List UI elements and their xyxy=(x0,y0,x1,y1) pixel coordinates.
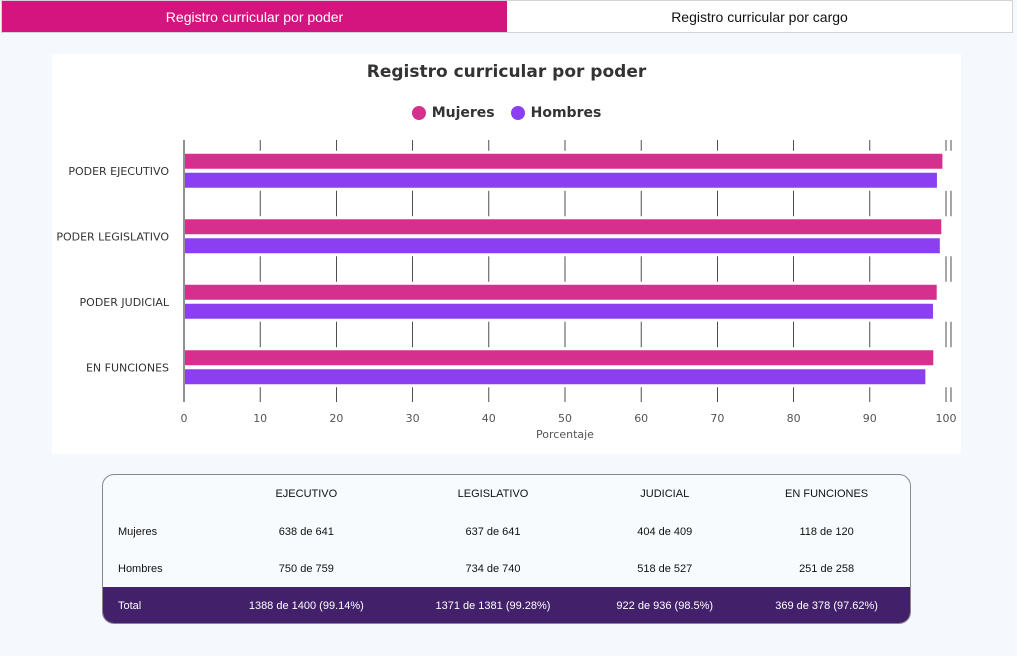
table-cell: 518 de 527 xyxy=(637,562,693,575)
table-header-legislativo: LEGISLATIVO xyxy=(457,488,529,500)
chart-title: Registro curricular por poder xyxy=(366,62,647,82)
x-axis-label: Porcentaje xyxy=(536,428,594,441)
table-cell: 637 de 641 xyxy=(465,525,521,538)
table-cell: 1388 de 1400 (99.14%) xyxy=(213,587,400,623)
x-tick-label: 40 xyxy=(482,412,496,425)
summary-table: EJECUTIVO LEGISLATIVO JUDICIAL EN FUNCIO… xyxy=(103,475,910,623)
table-cell: 1371 de 1381 (99.28%) xyxy=(399,587,587,623)
bar-mujeres xyxy=(185,153,943,169)
x-tick-label: 70 xyxy=(710,412,724,425)
legend-dot-mujeres-icon xyxy=(411,106,426,120)
table-cell: 750 de 759 xyxy=(278,562,334,575)
legend-dot-hombres-icon xyxy=(510,106,525,120)
category-label: PODER JUDICIAL xyxy=(80,296,170,309)
x-tick-label: 10 xyxy=(253,412,267,425)
table-header-ejecutivo: EJECUTIVO xyxy=(275,488,338,500)
bar-hombres xyxy=(185,238,940,254)
legend-item-mujeres[interactable]: Mujeres xyxy=(411,105,495,121)
table-cell: 118 de 120 xyxy=(799,525,854,538)
x-tick-label: 50 xyxy=(558,412,572,425)
bar-hombres xyxy=(185,369,926,385)
tab-registro-por-poder[interactable]: Registro curricular por poder xyxy=(2,1,507,32)
x-tick-label: 90 xyxy=(863,412,877,425)
table-header-en-funciones: EN FUNCIONES xyxy=(785,488,869,500)
x-tick-label: 0 xyxy=(181,412,188,425)
bar-chart: PODER EJECUTIVO PODER LEGISLATIVO PODER JU… xyxy=(56,140,957,441)
table-row: Hombres 750 de 759 734 de 740 518 de 527… xyxy=(103,550,910,587)
chart-card: PODER EJECUTIVO PODER LEGISLATIVO PODER JU… xyxy=(52,54,961,454)
bar-hombres xyxy=(185,172,937,188)
bar-hombres xyxy=(185,303,933,319)
table-header-row: EJECUTIVO LEGISLATIVO JUDICIAL EN FUNCIO… xyxy=(103,475,910,513)
bar-mujeres xyxy=(185,350,934,366)
x-tick-label: 80 xyxy=(787,412,801,425)
x-tick-label: 20 xyxy=(329,412,343,425)
chart-legend: Mujeres Hombres xyxy=(52,105,961,121)
row-label-total: Total xyxy=(103,587,213,623)
x-tick-label: 60 xyxy=(634,412,648,425)
table-cell: 734 de 740 xyxy=(465,562,521,575)
bar-mujeres xyxy=(185,284,937,300)
row-label-mujeres: Mujeres xyxy=(118,525,158,538)
table-cell: 404 de 409 xyxy=(637,525,693,538)
table-cell: 251 de 258 xyxy=(799,562,855,575)
summary-table-card: EJECUTIVO LEGISLATIVO JUDICIAL EN FUNCIO… xyxy=(102,474,911,624)
table-row-total: Total 1388 de 1400 (99.14%) 1371 de 1381… xyxy=(103,587,910,623)
row-label-hombres: Hombres xyxy=(118,562,163,575)
table-header-empty xyxy=(103,475,213,513)
table-cell: 369 de 378 (97.62%) xyxy=(743,587,910,623)
legend-label-hombres: Hombres xyxy=(530,105,602,121)
bar-mujeres xyxy=(185,219,942,235)
table-cell: 922 de 936 (98.5%) xyxy=(586,587,744,623)
category-label: EN FUNCIONES xyxy=(86,361,169,374)
x-tick-label: 100 xyxy=(936,412,957,425)
category-label: PODER LEGISLATIVO xyxy=(56,230,169,243)
table-row: Mujeres 638 de 641 637 de 641 404 de 409… xyxy=(103,513,910,550)
table-cell: 638 de 641 xyxy=(278,525,334,538)
x-tick-label: 30 xyxy=(406,412,420,425)
legend-item-hombres[interactable]: Hombres xyxy=(510,105,602,121)
table-header-judicial: JUDICIAL xyxy=(640,488,690,500)
legend-label-mujeres: Mujeres xyxy=(431,105,495,121)
category-label: PODER EJECUTIVO xyxy=(68,165,169,178)
tab-registro-por-cargo[interactable]: Registro curricular por cargo xyxy=(671,8,848,25)
tab-bar: Registro curricular por poder Registro c… xyxy=(1,0,1013,33)
